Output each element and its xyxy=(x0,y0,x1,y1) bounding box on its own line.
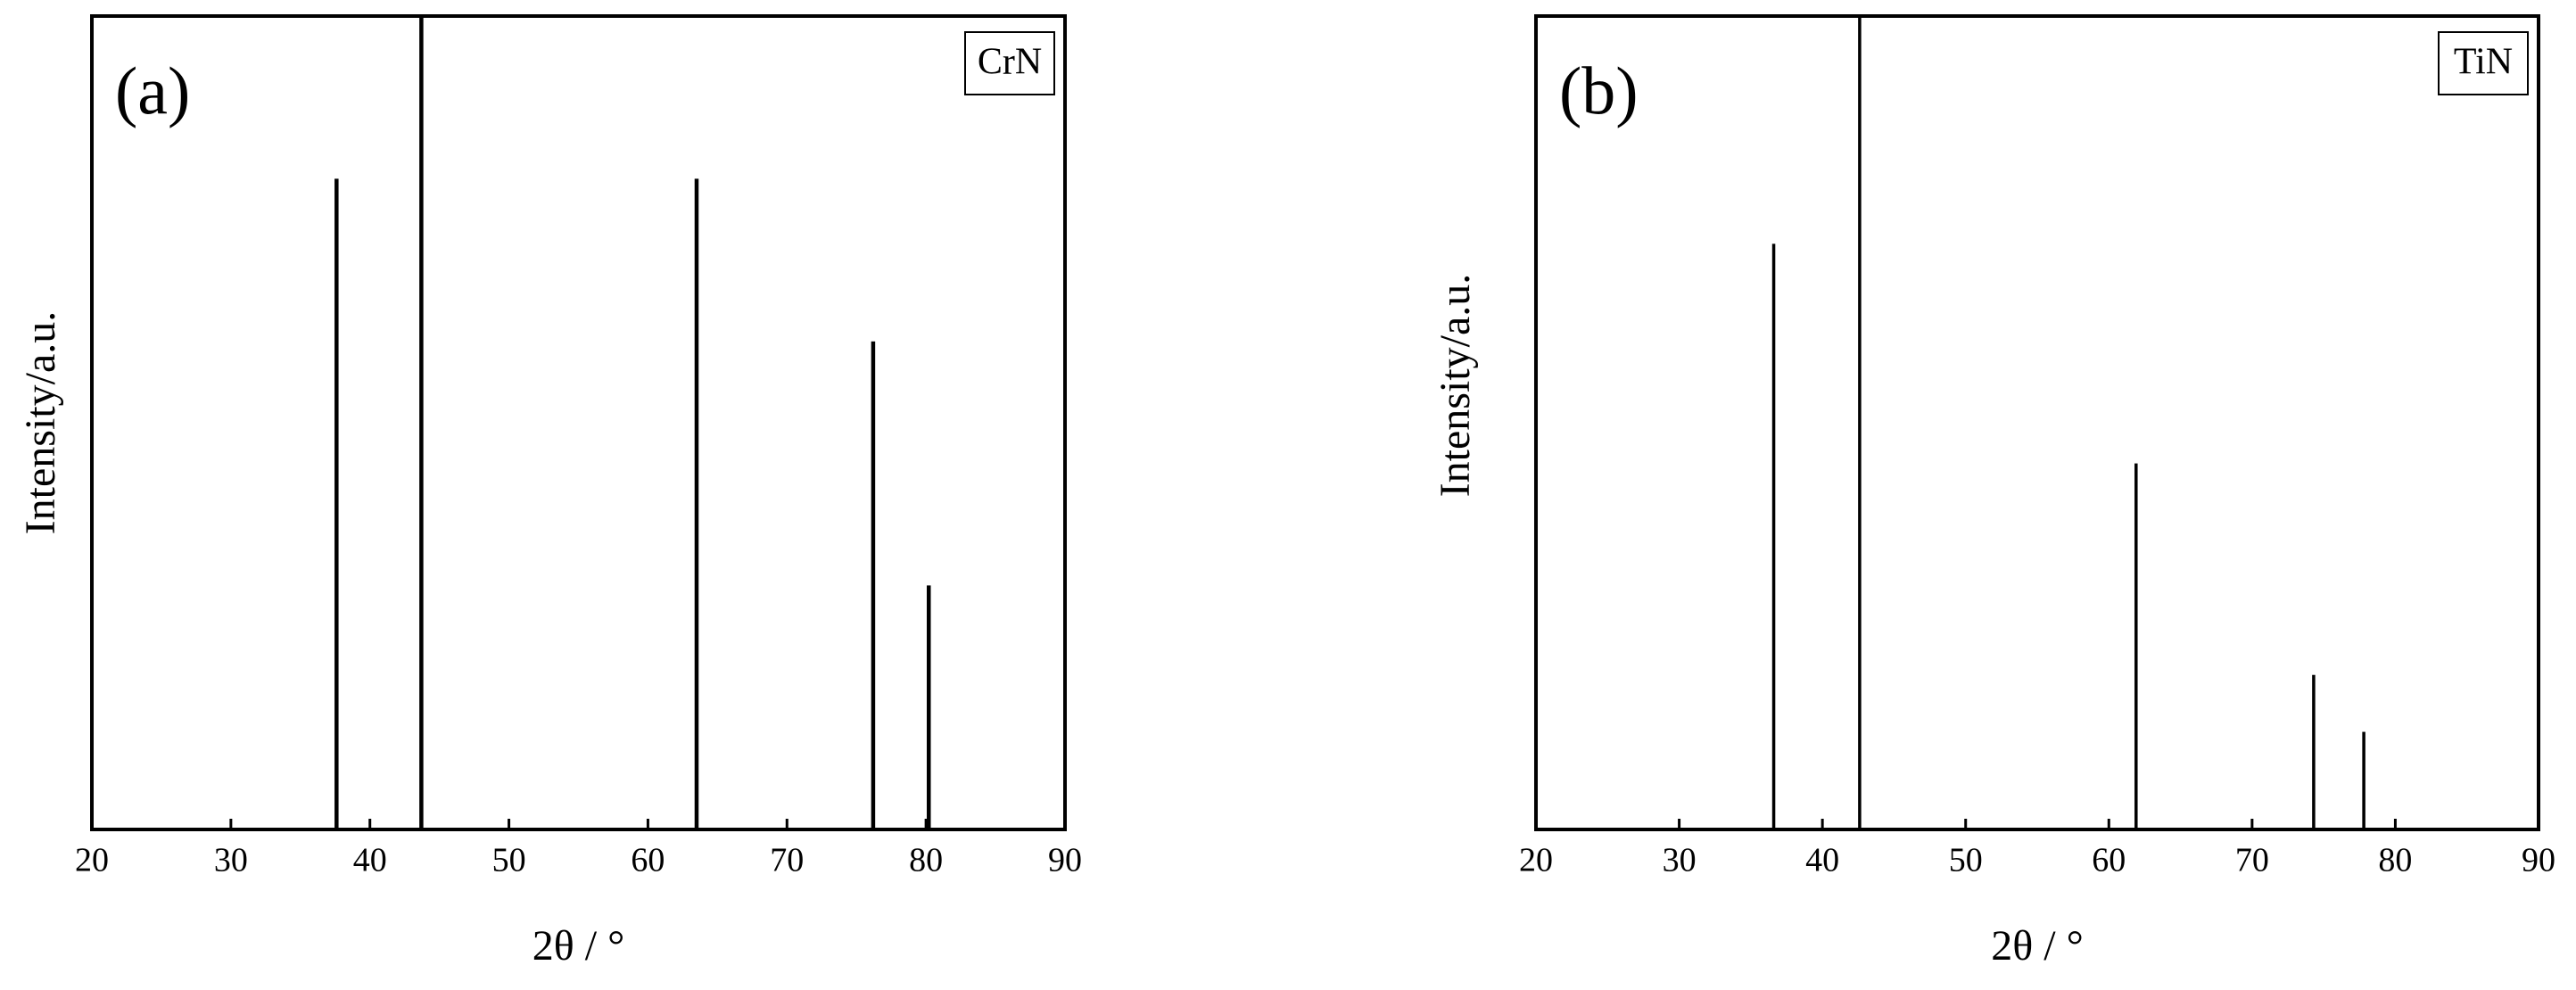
x-tick-label: 60 xyxy=(631,842,665,879)
peak xyxy=(334,178,339,829)
peak xyxy=(871,341,876,829)
legend-label: CrN xyxy=(978,42,1042,83)
y-axis-label: Intensity/a.u. xyxy=(17,311,64,535)
x-axis-label: 2θ / ° xyxy=(533,922,625,969)
x-tick-label: 30 xyxy=(1663,842,1697,879)
plot-frame xyxy=(90,14,1067,831)
x-tick-label: 40 xyxy=(1805,842,1839,879)
peak xyxy=(419,16,424,829)
x-tick-label: 20 xyxy=(1519,842,1553,879)
panel-label: (a) xyxy=(115,54,190,128)
panel-label: (b) xyxy=(1559,54,1639,128)
panel: 20 30 40 50 60 70 80 90 2θ / ° Intensity/a.u. (b) T… xyxy=(1432,14,2555,969)
legend-label: TiN xyxy=(2454,42,2513,83)
legend-box xyxy=(2438,31,2529,95)
x-tick-label: 90 xyxy=(1048,842,1082,879)
x-tick-label: 40 xyxy=(353,842,387,879)
peak xyxy=(1771,243,1776,829)
x-axis-label: 2θ / ° xyxy=(1991,922,2084,969)
peak xyxy=(2134,463,2138,829)
x-tick-label: 30 xyxy=(214,842,248,879)
panel: 20 30 40 50 60 70 80 90 2θ / ° Intensity/a.u. (a) C… xyxy=(17,14,1082,969)
x-tick-label: 70 xyxy=(770,842,804,879)
x-tick-label: 20 xyxy=(75,842,109,879)
peak xyxy=(694,178,699,829)
peak xyxy=(2312,674,2316,829)
peak xyxy=(1858,16,1862,829)
x-tick-label: 60 xyxy=(2092,842,2126,879)
x-tick-label: 80 xyxy=(2378,842,2412,879)
x-tick-label: 50 xyxy=(1949,842,1983,879)
x-tick-label: 50 xyxy=(492,842,526,879)
peak xyxy=(2362,731,2365,829)
peak xyxy=(927,585,931,829)
legend-box xyxy=(964,31,1055,95)
x-tick-label: 70 xyxy=(2235,842,2269,879)
y-axis-label: Intensity/a.u. xyxy=(1432,274,1479,498)
plot-frame xyxy=(1534,14,2540,831)
x-tick-label: 80 xyxy=(909,842,943,879)
x-tick-label: 90 xyxy=(2522,842,2555,879)
